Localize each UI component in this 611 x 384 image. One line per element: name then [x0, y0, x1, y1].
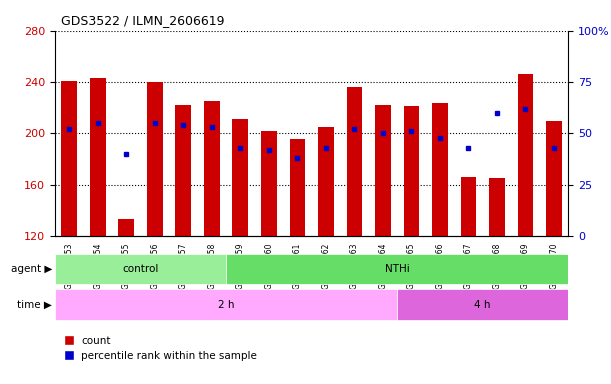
- Text: GDS3522 / ILMN_2606619: GDS3522 / ILMN_2606619: [61, 14, 225, 27]
- Bar: [403, 106, 419, 236]
- Legend: count, percentile rank within the sample: count, percentile rank within the sample: [60, 332, 261, 365]
- Bar: [518, 74, 533, 236]
- FancyBboxPatch shape: [55, 254, 226, 285]
- Bar: [204, 101, 219, 236]
- Bar: [61, 81, 77, 236]
- FancyBboxPatch shape: [226, 254, 568, 285]
- Bar: [175, 105, 191, 236]
- Text: NTHi: NTHi: [385, 264, 409, 274]
- Text: 4 h: 4 h: [474, 300, 491, 310]
- Bar: [290, 139, 306, 236]
- Bar: [232, 119, 248, 236]
- Text: time ▶: time ▶: [17, 300, 52, 310]
- Bar: [90, 78, 106, 236]
- Bar: [432, 103, 448, 236]
- Bar: [346, 87, 362, 236]
- Text: agent ▶: agent ▶: [10, 264, 52, 274]
- Bar: [147, 82, 163, 236]
- FancyBboxPatch shape: [397, 289, 568, 320]
- Bar: [261, 131, 277, 236]
- Bar: [119, 220, 134, 236]
- FancyBboxPatch shape: [55, 289, 397, 320]
- Bar: [546, 121, 562, 236]
- Bar: [375, 105, 391, 236]
- Bar: [318, 127, 334, 236]
- Text: control: control: [122, 264, 159, 274]
- Text: 2 h: 2 h: [218, 300, 235, 310]
- Bar: [461, 177, 477, 236]
- Bar: [489, 179, 505, 236]
